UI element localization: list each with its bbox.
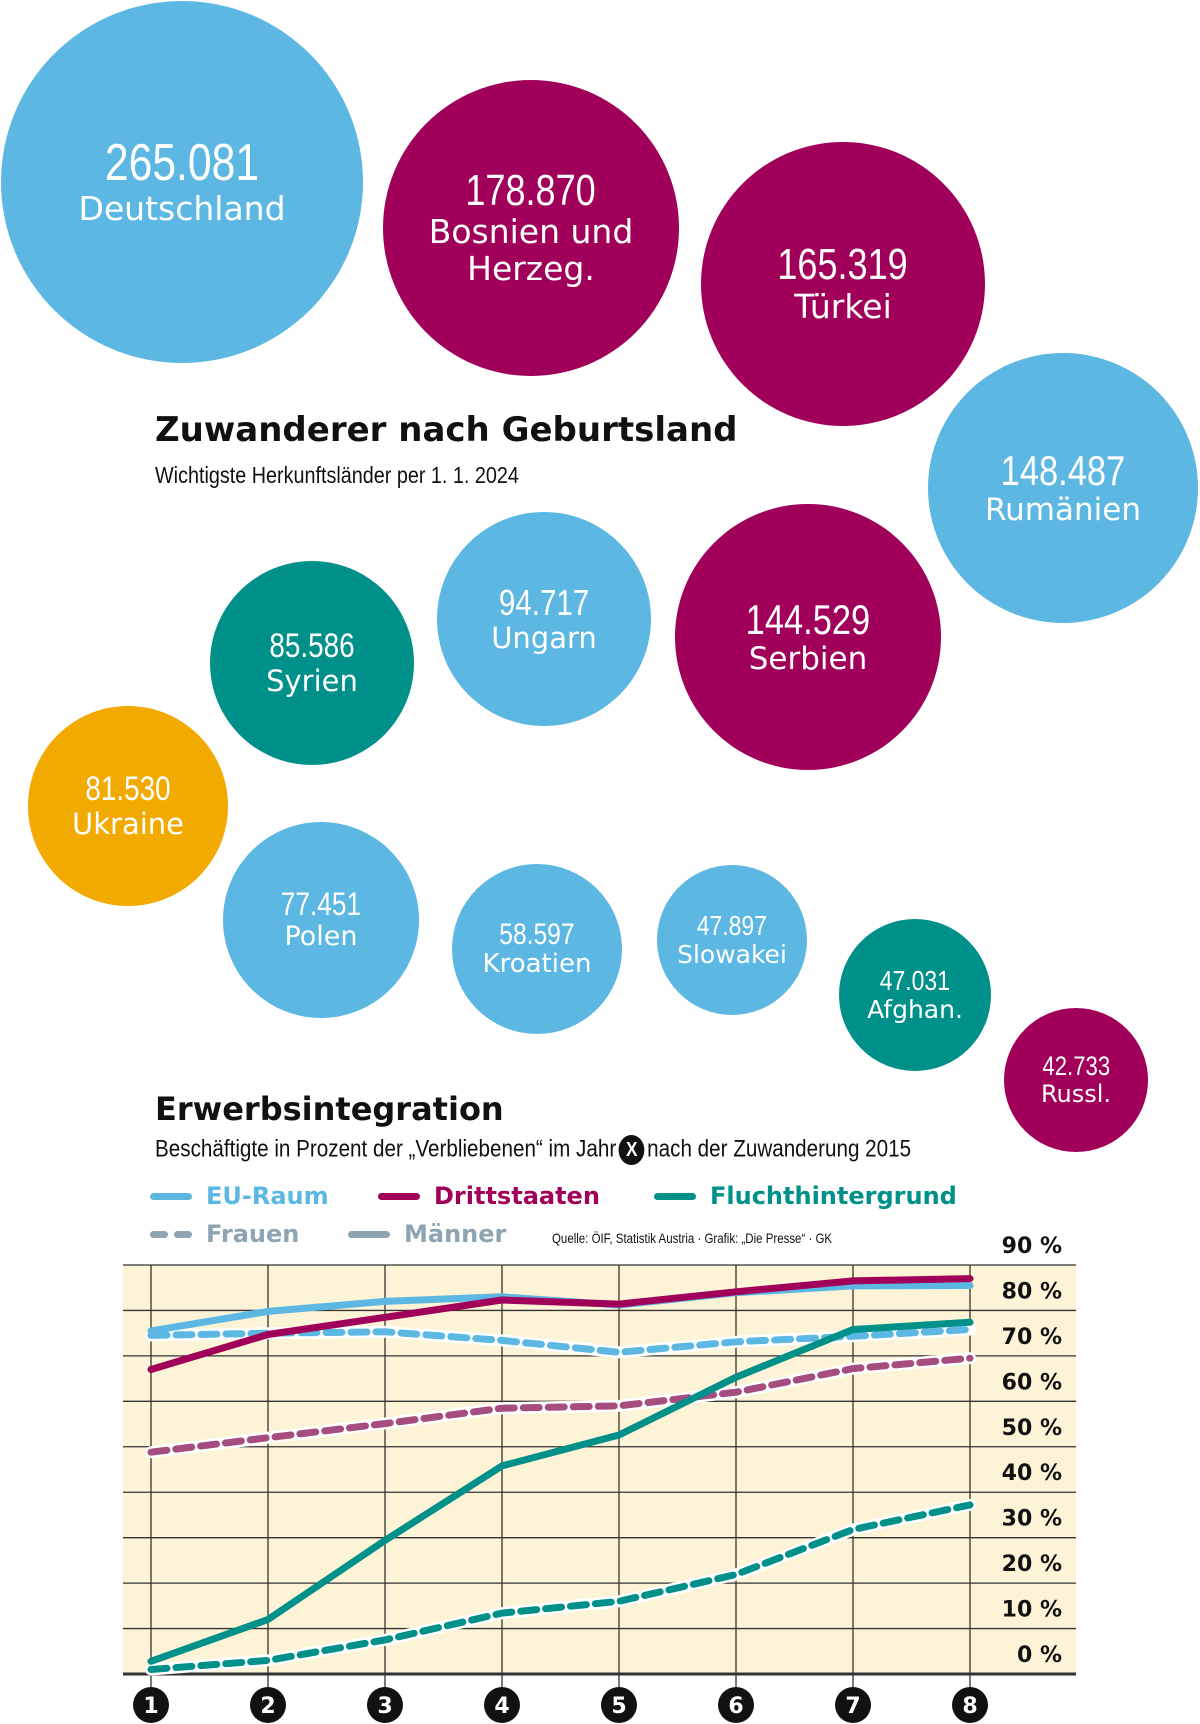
bubble-label: Slowakei <box>677 939 787 969</box>
bubble-value: 77.451 <box>280 886 362 923</box>
bubble-label: Ungarn <box>491 620 597 655</box>
bubble-label: Syrien <box>266 663 358 698</box>
bubble-label: Afghan. <box>867 994 963 1024</box>
x-tick-marker <box>601 1687 637 1723</box>
legend-fluchthintergrund: Fluchthintergrund <box>654 1182 957 1210</box>
x-tick-label: 8 <box>962 1694 977 1719</box>
y-tick-label: 40 % <box>1002 1461 1062 1486</box>
x-tick-marker <box>952 1687 988 1723</box>
bubble-ungarn: 94.717 Ungarn <box>437 512 651 726</box>
subtitle-text-after: nach der Zuwanderung 2015 <box>647 1135 912 1163</box>
subtitle-text-before: Beschäftigte in Prozent der „Verbliebene… <box>155 1135 617 1163</box>
x-tick-marker <box>484 1687 520 1723</box>
x-tick-label: 7 <box>845 1694 860 1719</box>
x-tick-label: 5 <box>611 1694 626 1719</box>
x-tick-marker <box>835 1687 871 1723</box>
bubble-label: Herzeg. <box>467 249 595 289</box>
legend-frauen: Frauen <box>150 1220 299 1248</box>
bubble-ukraine: 81.530 Ukraine <box>28 706 228 906</box>
legend-label-flucht: Fluchthintergrund <box>710 1182 957 1210</box>
y-tick-label: 0 % <box>1017 1643 1062 1668</box>
bubble-label: Türkei <box>794 286 892 326</box>
series-line-drittstaaten-frauen <box>147 1354 974 1456</box>
y-tick-label: 50 % <box>1002 1416 1062 1441</box>
x-tick-marker <box>367 1687 403 1723</box>
bubble-value: 178.870 <box>465 165 597 215</box>
bubble-value: 47.031 <box>879 965 951 997</box>
bubble-label: Kroatien <box>482 949 592 980</box>
bubble-value: 58.597 <box>499 917 575 951</box>
bubble-chart-subtitle: Wichtigste Herkunftsländer per 1. 1. 202… <box>155 462 519 488</box>
legend-label-drittstaaten: Drittstaaten <box>434 1182 600 1210</box>
bubble-label: Polen <box>284 920 358 952</box>
x-tick-marker <box>133 1687 169 1723</box>
bubble-russl: 42.733 Russl. <box>1004 1008 1148 1152</box>
y-tick-label: 10 % <box>1002 1598 1062 1623</box>
bubble-label: Serbien <box>748 640 868 677</box>
bubble-syrien: 85.586 Syrien <box>210 561 414 765</box>
x-tick-marker <box>250 1687 286 1723</box>
x-tick-label: 3 <box>377 1694 392 1719</box>
bubble-value: 42.733 <box>1042 1051 1110 1082</box>
bubble-value: 47.897 <box>696 910 768 942</box>
bubble-kroatien: 58.597 Kroatien <box>452 864 622 1034</box>
bubble-polen: 77.451 Polen <box>223 822 419 1018</box>
legend-label-eu: EU-Raum <box>206 1182 329 1210</box>
legend-swatch-solid-gray <box>348 1230 390 1238</box>
bubble-label: Rumänien <box>985 491 1141 528</box>
bubble-rumänien: 148.487 Rumänien <box>928 353 1198 623</box>
y-tick-label: 60 % <box>1002 1370 1062 1395</box>
bubble-chart-title: Zuwanderer nach Geburtsland <box>155 410 738 450</box>
y-tick-label: 70 % <box>1002 1325 1062 1350</box>
legend-drittstaaten: Drittstaaten <box>378 1182 600 1210</box>
bubble-label: Bosnien und <box>428 212 634 252</box>
legend-maenner: Männer <box>348 1220 506 1248</box>
source-credit: Quelle: ÖIF, Statistik Austria · Grafik:… <box>552 1230 833 1246</box>
bubble-value: 265.081 <box>104 134 260 193</box>
bubble-label: Russl. <box>1040 1079 1112 1108</box>
y-tick-label: 20 % <box>1002 1552 1062 1577</box>
y-tick-label: 90 % <box>1002 1234 1062 1259</box>
bubble-slowakei: 47.897 Slowakei <box>657 865 807 1015</box>
line-chart-subtitle: Beschäftigte in Prozent der „Verbliebene… <box>155 1135 911 1165</box>
bubble-value: 148.487 <box>1000 446 1126 494</box>
bubble-value: 81.530 <box>85 769 171 808</box>
legend-swatch-flucht <box>654 1192 696 1200</box>
legend-label-frauen: Frauen <box>206 1220 300 1248</box>
bubble-label: Ukraine <box>72 806 184 841</box>
legend-eu-raum: EU-Raum <box>150 1182 329 1210</box>
series-line-fluchthintergrund-m-nner <box>147 1318 974 1665</box>
series-line-fluchthintergrund-frauen <box>147 1501 974 1673</box>
bubble-serbien: 144.529 Serbien <box>675 504 941 770</box>
bubble-bosnien-und-herzeg: 178.870 Bosnien und Herzeg. <box>383 80 679 376</box>
bubble-value: 165.319 <box>777 240 909 290</box>
legend-label-maenner: Männer <box>404 1220 507 1248</box>
bubble-label: Deutschland <box>78 188 286 228</box>
bubble-value: 94.717 <box>498 581 590 623</box>
bubble-value: 144.529 <box>745 595 871 643</box>
x-tick-label: 2 <box>260 1694 275 1719</box>
legend-swatch-eu <box>150 1192 192 1200</box>
bubble-afghan: 47.031 Afghan. <box>839 919 991 1071</box>
x-tick-marker <box>718 1687 754 1723</box>
y-tick-label: 80 % <box>1002 1279 1062 1304</box>
y-tick-label: 30 % <box>1002 1507 1062 1532</box>
series-line-drittstaaten-m-nner <box>147 1275 974 1373</box>
bubble-value: 85.586 <box>269 626 355 665</box>
bubble-türkei: 165.319 Türkei <box>701 142 985 426</box>
year-x-marker-icon: X <box>618 1135 645 1165</box>
x-tick-label: 6 <box>728 1694 743 1719</box>
legend-swatch-dashed <box>150 1230 192 1238</box>
line-chart-title: Erwerbsintegration <box>155 1090 504 1128</box>
x-tick-label: 1 <box>143 1694 158 1719</box>
bubble-deutschland: 265.081 Deutschland <box>1 1 363 363</box>
x-tick-label: 4 <box>494 1694 509 1719</box>
legend-swatch-drittstaaten <box>378 1192 420 1200</box>
